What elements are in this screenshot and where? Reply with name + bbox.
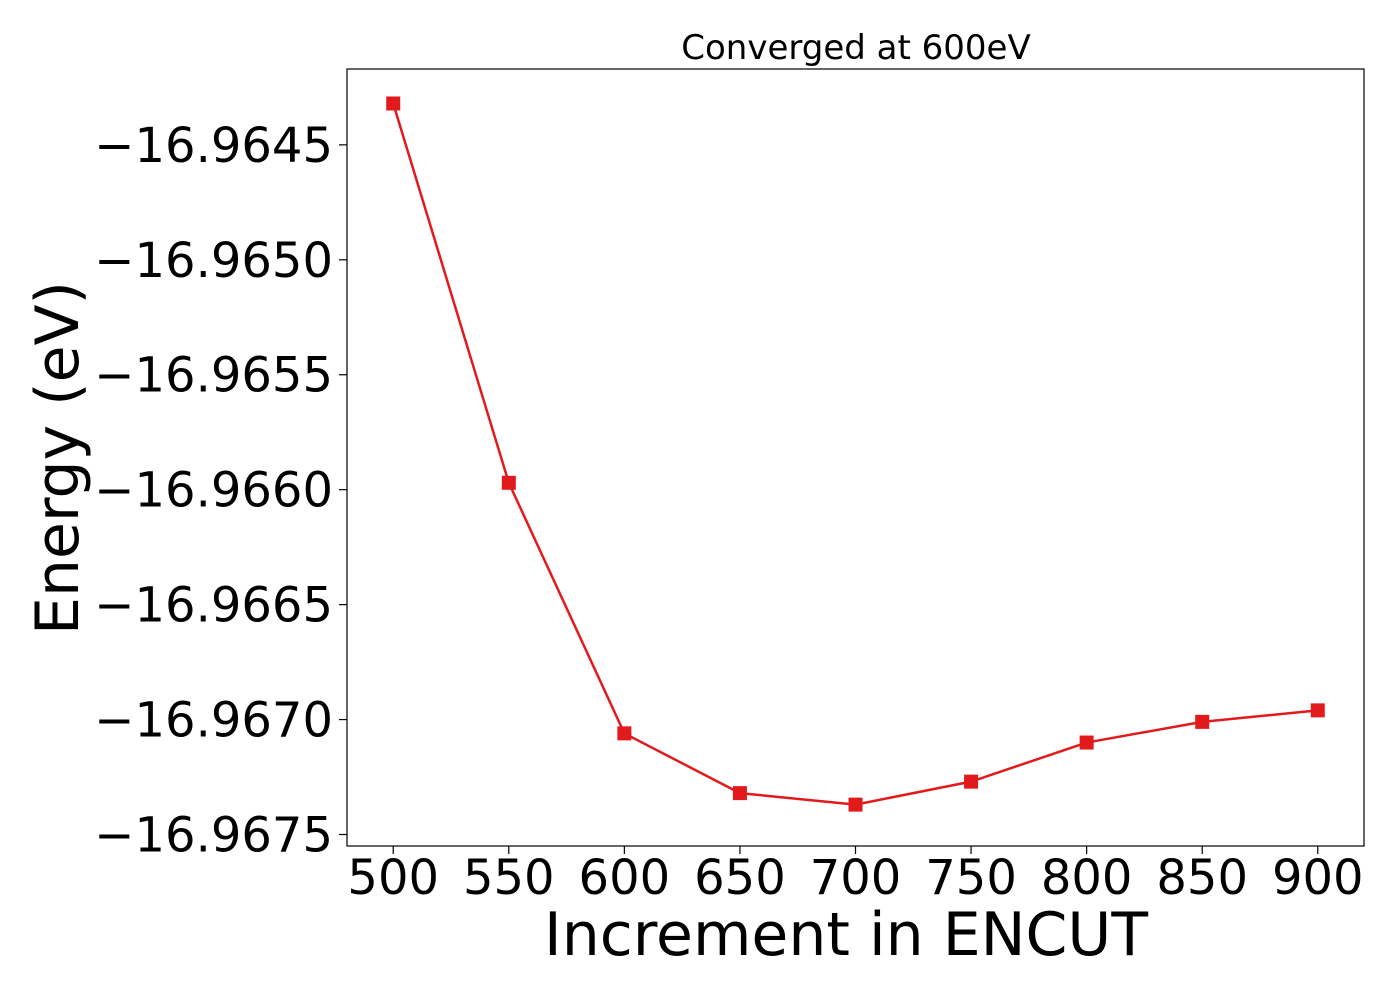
data-point bbox=[501, 475, 516, 490]
data-point bbox=[1310, 703, 1325, 718]
plot-area bbox=[346, 68, 1365, 847]
data-point bbox=[848, 797, 863, 812]
x-tick-label: 850 bbox=[1156, 850, 1248, 906]
y-tick-label: −16.9650 bbox=[94, 233, 333, 289]
data-point bbox=[964, 774, 979, 789]
x-tick-label: 900 bbox=[1272, 850, 1364, 906]
y-axis-ticks: −16.9645 −16.9650 −16.9655 −16.9660 −16.9665… bbox=[94, 118, 347, 864]
y-tick-label: −16.9655 bbox=[94, 348, 333, 404]
y-tick-label: −16.9675 bbox=[94, 808, 333, 864]
data-point bbox=[386, 96, 401, 111]
x-axis-label: Increment in ENCUT bbox=[544, 900, 1148, 970]
y-axis-label: Energy (eV) bbox=[23, 281, 93, 635]
x-tick-label: 750 bbox=[925, 850, 1017, 906]
y-tick-label: −16.9665 bbox=[94, 578, 333, 634]
x-axis-ticks: 500 550 600 650 700 750 800 850 900 bbox=[347, 846, 1364, 906]
plot-frame bbox=[346, 68, 1365, 847]
x-tick-label: 500 bbox=[347, 850, 439, 906]
chart-title: Converged at 600eV bbox=[681, 28, 1030, 68]
x-tick-label: 650 bbox=[694, 850, 786, 906]
data-point bbox=[1195, 714, 1210, 729]
data-point bbox=[617, 726, 632, 741]
y-tick-label: −16.9660 bbox=[94, 463, 333, 519]
x-tick-label: 800 bbox=[1041, 850, 1133, 906]
series-line bbox=[392, 103, 1318, 806]
y-tick-label: −16.9645 bbox=[94, 118, 333, 174]
data-point bbox=[732, 786, 747, 801]
data-point bbox=[1079, 735, 1094, 750]
x-tick-label: 550 bbox=[463, 850, 555, 906]
series-layer bbox=[386, 96, 1325, 812]
x-tick-label: 700 bbox=[810, 850, 902, 906]
y-tick-label: −16.9670 bbox=[94, 693, 333, 749]
x-tick-label: 600 bbox=[579, 850, 671, 906]
